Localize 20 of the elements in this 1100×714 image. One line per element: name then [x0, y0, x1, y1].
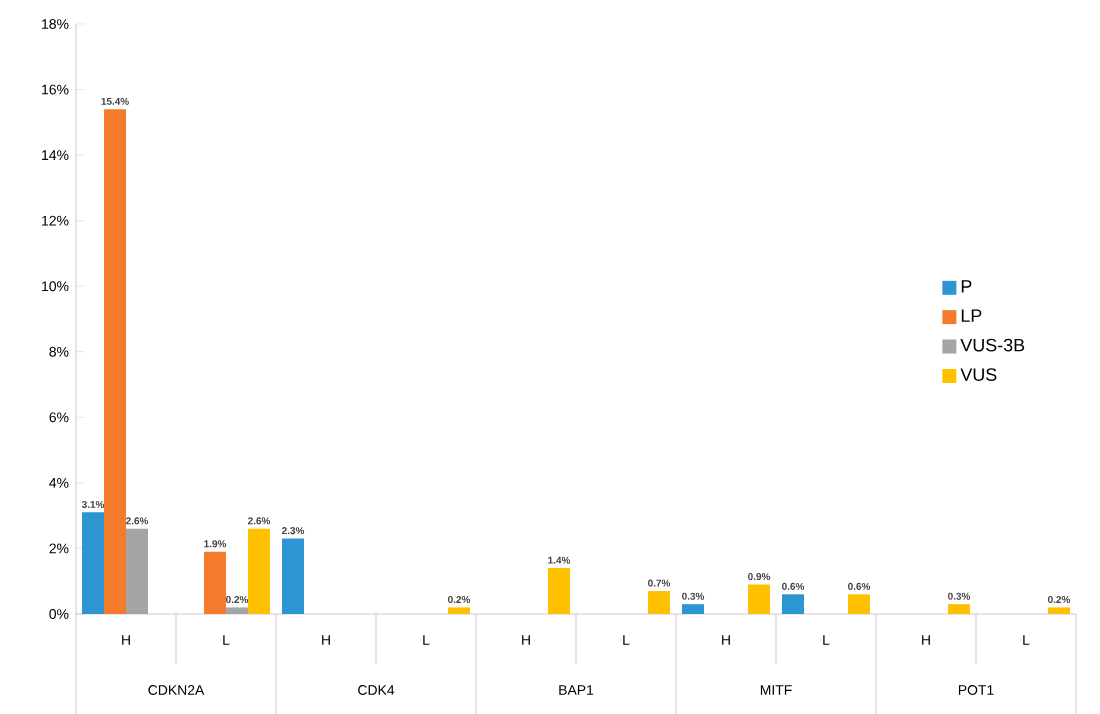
bar — [1048, 607, 1070, 614]
bar — [682, 603, 704, 614]
bar — [648, 590, 670, 614]
bar — [204, 551, 227, 614]
bar — [782, 594, 805, 614]
bar — [126, 528, 149, 614]
bar — [548, 567, 571, 614]
legend-label: LP — [961, 309, 982, 322]
bar — [82, 512, 105, 614]
bar — [104, 109, 127, 614]
bar — [226, 607, 249, 614]
legend-label: VUS — [960, 368, 997, 381]
legend-label: P — [961, 279, 972, 293]
bar — [948, 603, 970, 614]
bar — [282, 538, 305, 614]
bar — [848, 594, 870, 614]
bar — [448, 607, 471, 614]
legend-label: VUS-3B — [960, 338, 1025, 352]
bar — [748, 584, 770, 614]
bar — [248, 528, 271, 614]
